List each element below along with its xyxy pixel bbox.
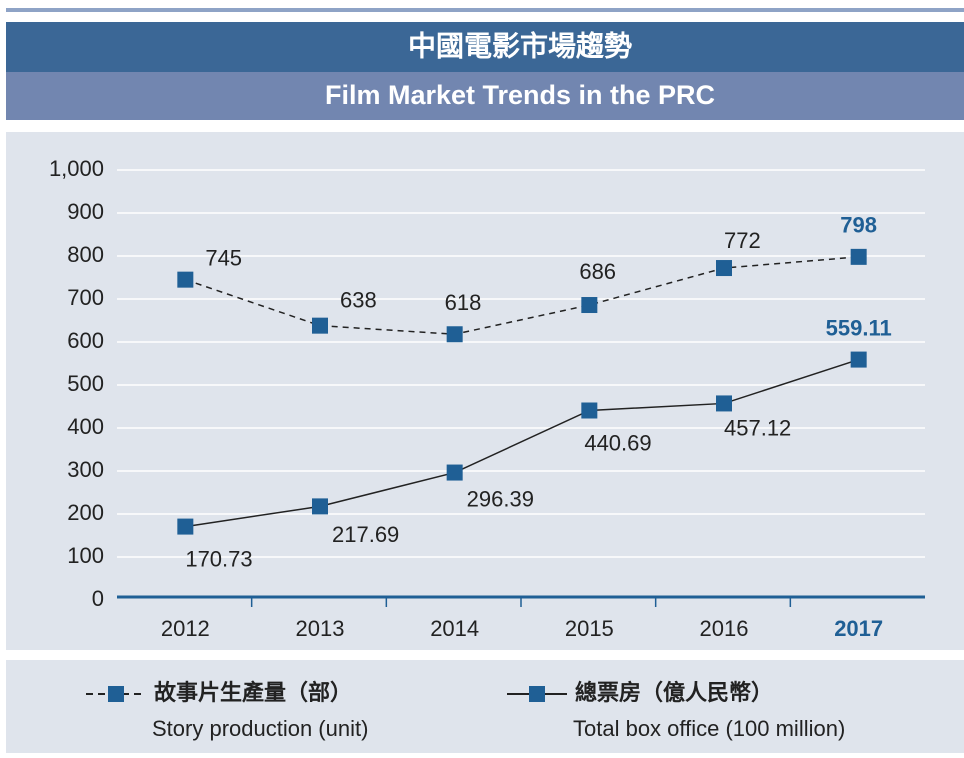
point-marker [446, 326, 463, 343]
point-marker [177, 271, 194, 288]
point-marker [716, 260, 732, 277]
chart-title: 中國電影市場趨勢 [408, 29, 632, 61]
y-tick-label: 800 [67, 242, 104, 267]
point-marker [312, 498, 328, 515]
value-label: 618 [445, 290, 482, 315]
point-marker [581, 402, 598, 419]
y-tick-label: 400 [67, 414, 104, 439]
value-label: 296.39 [467, 486, 534, 511]
y-tick-label: 900 [67, 199, 104, 224]
top-rule [6, 8, 964, 12]
x-tick-label: 2014 [430, 616, 479, 641]
y-tick-label: 100 [67, 543, 104, 568]
value-label: 440.69 [584, 430, 651, 455]
x-tick-label: 2016 [700, 616, 749, 641]
chart-subtitle: Film Market Trends in the PRC [325, 80, 715, 110]
value-label: 638 [340, 287, 377, 312]
legend-label-en: Story production (unit) [152, 716, 368, 741]
point-marker [716, 395, 732, 412]
value-label: 170.73 [185, 546, 252, 571]
y-tick-label: 600 [67, 328, 104, 353]
series-line [185, 358, 859, 528]
title-band [6, 22, 964, 72]
legend-label: 故事片生產量（部） [154, 680, 352, 705]
series-line [185, 256, 859, 336]
legend-marker [529, 686, 545, 702]
value-label: 217.69 [332, 522, 399, 547]
point-marker [446, 464, 463, 481]
y-tick-label: 500 [67, 371, 104, 396]
value-label: 686 [579, 259, 616, 284]
value-label: 457.12 [724, 415, 791, 440]
value-label: 745 [205, 245, 242, 270]
y-tick-label: 1,000 [49, 156, 104, 181]
value-label: 559.11 [826, 315, 892, 340]
point-marker [850, 248, 867, 265]
x-tick-label: 2013 [296, 616, 345, 641]
point-marker [177, 518, 194, 535]
x-tick-label: 2012 [161, 616, 210, 641]
value-label: 798 [840, 213, 877, 238]
y-tick-label: 300 [67, 457, 104, 482]
y-tick-label: 700 [67, 285, 104, 310]
legend-label-en: Total box office (100 million) [573, 716, 845, 741]
point-marker [850, 351, 867, 368]
subtitle-band [6, 72, 964, 120]
y-tick-label: 0 [92, 586, 104, 611]
legend-label: 總票房（億人民幣） [575, 680, 773, 705]
legend-background [6, 660, 964, 753]
plot-background [6, 132, 964, 650]
x-tick-label: 2017 [834, 616, 883, 641]
point-marker [581, 297, 598, 314]
x-tick-label: 2015 [565, 616, 614, 641]
legend-marker [108, 686, 124, 702]
value-label: 772 [724, 228, 761, 253]
point-marker [312, 317, 328, 334]
y-tick-label: 200 [67, 500, 104, 525]
